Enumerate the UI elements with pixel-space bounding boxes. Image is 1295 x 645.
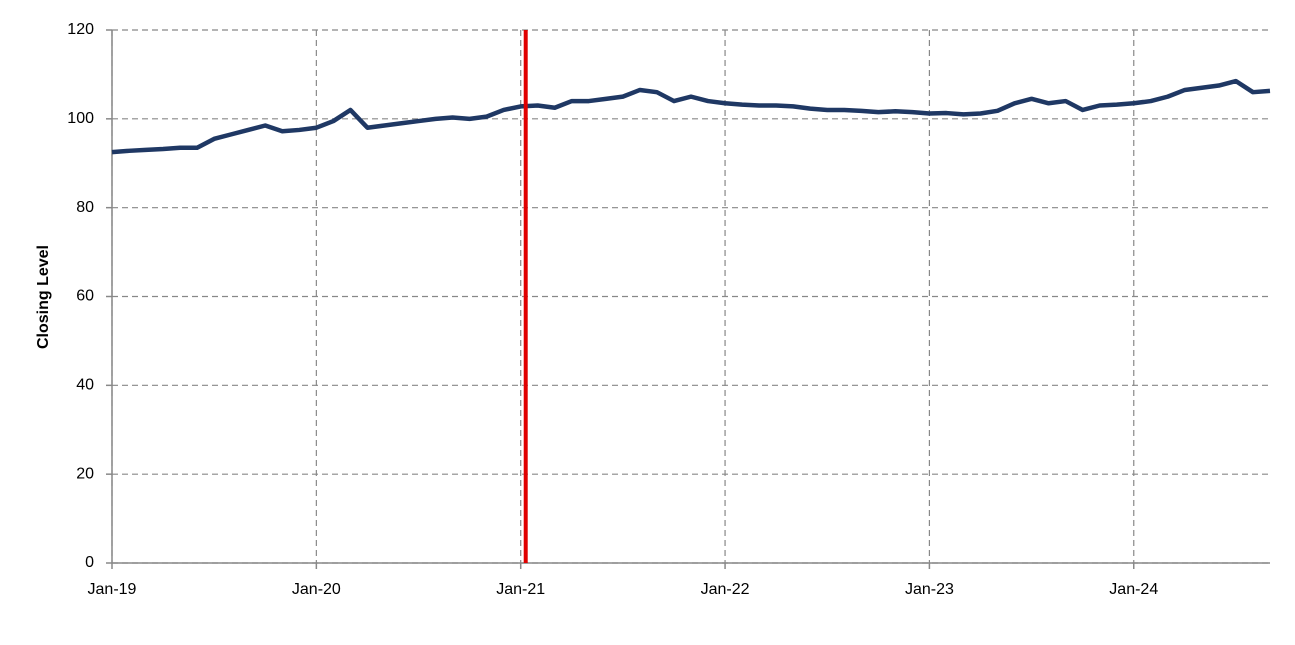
y-tick-label: 80: [76, 199, 94, 216]
y-tick-label: 20: [76, 465, 94, 482]
y-tick-label: 40: [76, 377, 94, 394]
y-tick-label: 120: [67, 21, 94, 38]
x-tick-label: Jan-20: [292, 581, 341, 598]
x-tick-label: Jan-21: [496, 581, 545, 598]
x-tick-label: Jan-24: [1109, 581, 1158, 598]
y-tick-label: 0: [85, 554, 94, 571]
x-tick-label: Jan-19: [88, 581, 137, 598]
data-line: [111, 78, 1271, 155]
y-tick-label: 100: [67, 110, 94, 127]
x-tick-label: Jan-22: [701, 581, 750, 598]
y-tick-label: 60: [76, 288, 94, 305]
x-tick-label: Jan-23: [905, 581, 954, 598]
y-axis-title: Closing Level: [35, 245, 52, 349]
